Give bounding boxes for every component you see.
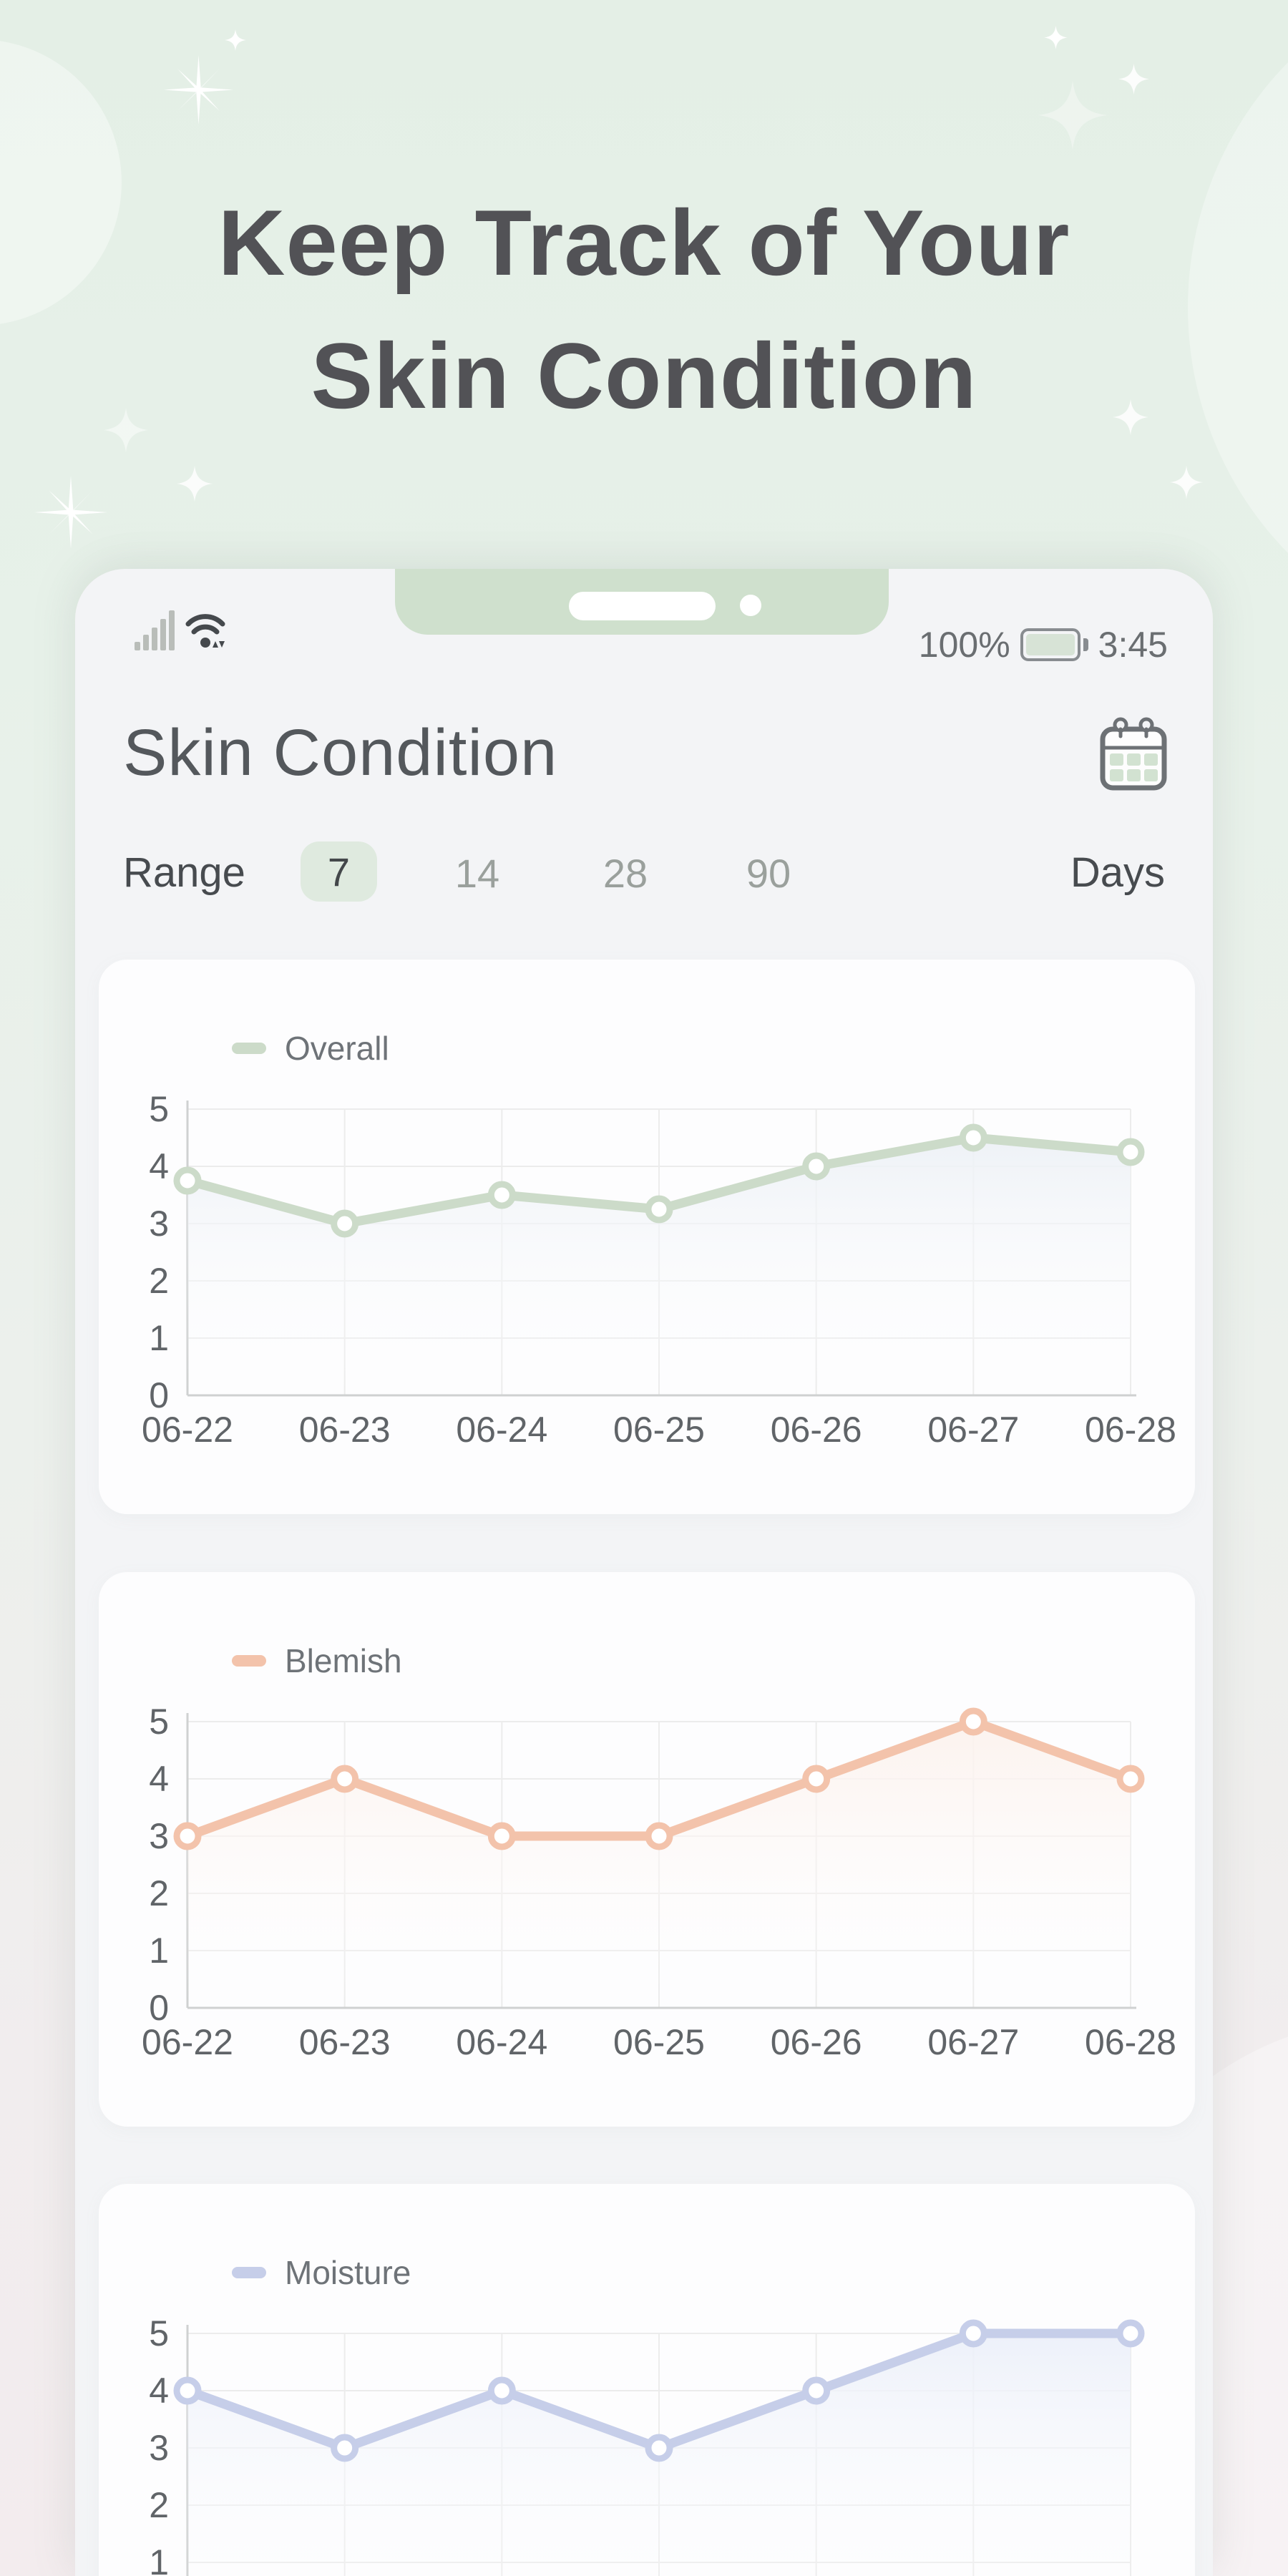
battery-percent: 100% [918,625,1010,665]
svg-text:5: 5 [149,1702,169,1742]
legend-label: Blemish [285,1642,402,1679]
svg-text:06-26: 06-26 [771,1410,862,1450]
legend: Blemish [232,1642,402,1679]
svg-text:06-25: 06-25 [613,2022,705,2062]
svg-text:06-24: 06-24 [456,2022,547,2062]
legend-dash-icon [232,1043,266,1054]
range-option-90[interactable]: 90 [746,851,791,896]
range-label: Range [123,849,245,896]
blemish-line-chart: 0 1 2 3 4 5 06-22 06-23 06-24 06-25 06-26 06-27 06-2… [142,1702,1176,2062]
svg-text:4: 4 [149,2371,169,2411]
legend: Overall [232,1030,389,1067]
svg-text:06-22: 06-22 [142,1410,233,1450]
status-time: 3:45 [1098,625,1168,665]
sparkle-icon [1037,81,1108,150]
sparkle-icon [162,55,235,125]
chart-card-moisture: Moisture 01234506-2206-2306-2406-2506-26… [99,2184,1195,2576]
calendar-icon[interactable] [1099,715,1168,792]
legend-label: Overall [285,1030,389,1067]
svg-text:3: 3 [149,1204,169,1244]
status-right-cluster: 100% 3:45 [919,625,1168,665]
range-option-14[interactable]: 14 [454,851,500,896]
svg-text:4: 4 [149,1759,169,1799]
chart-card-blemish: Blemish 0 1 2 3 4 5 06-22 06-23 06-24 06-25 06-26 0… [99,1572,1195,2127]
svg-text:2: 2 [149,1261,169,1301]
speaker-pill [569,592,716,620]
svg-text:3: 3 [149,2428,169,2468]
svg-text:06-25: 06-25 [613,1410,705,1450]
camera-dot [740,595,761,616]
battery-nub [1083,638,1088,651]
svg-text:5: 5 [149,1089,169,1129]
sparkle-icon [177,465,213,502]
svg-text:06-26: 06-26 [771,2022,862,2062]
phone-frame: 100% 3:45 Skin Condition [75,569,1213,2576]
svg-text:3: 3 [149,1816,169,1856]
svg-text:1: 1 [149,1931,169,1971]
page-title-line2: Skin Condition [311,323,977,428]
signal-bars-icon [135,610,175,650]
svg-text:06-28: 06-28 [1085,2022,1176,2062]
range-selector: Range 7 14 28 90 Days [75,837,1213,909]
days-label: Days [1070,849,1165,896]
svg-text:06-22: 06-22 [142,2022,233,2062]
range-option-7-selected[interactable]: 7 [301,841,377,902]
legend-dash-icon [232,2267,266,2278]
svg-text:06-23: 06-23 [299,2022,391,2062]
app-title: Skin Condition [123,716,558,789]
svg-text:06-28: 06-28 [1085,1410,1176,1450]
svg-text:0: 0 [149,1375,169,1415]
sparkle-icon [1169,466,1204,499]
page-title: Keep Track of Your Skin Condition [0,176,1288,442]
moisture-line-chart: 01234506-2206-2306-2406-2506-2606-2706-2… [149,2313,1145,2576]
legend-dash-icon [232,1655,266,1667]
range-option-28[interactable]: 28 [602,851,648,896]
svg-text:1: 1 [149,2542,169,2576]
legend-label: Moisture [285,2254,411,2291]
overall-line-chart: 0 1 2 3 4 5 06-22 06-23 06-24 06-25 06-26 06-27 06-2… [142,1089,1176,1450]
svg-text:4: 4 [149,1146,169,1186]
legend: Moisture [232,2254,411,2291]
sparkle-icon [1118,64,1150,94]
page-title-line1: Keep Track of Your [218,190,1070,295]
svg-text:06-23: 06-23 [299,1410,391,1450]
svg-text:5: 5 [149,2313,169,2353]
svg-text:0: 0 [149,1988,169,2028]
svg-text:06-24: 06-24 [456,1410,547,1450]
sparkle-icon [34,476,107,549]
svg-text:06-27: 06-27 [927,2022,1019,2062]
svg-text:2: 2 [149,2485,169,2525]
sparkle-icon [225,27,246,53]
phone-notch [395,569,889,635]
sparkle-icon [1043,26,1068,49]
battery-icon [1020,628,1080,661]
svg-text:06-27: 06-27 [927,1410,1019,1450]
app-header: Skin Condition [123,712,1168,794]
chart-card-overall: Overall 0 1 2 3 4 5 06-22 06-23 06-24 06-25 06-26 0… [99,960,1195,1514]
svg-text:1: 1 [149,1318,169,1358]
wifi-icon [185,614,225,648]
svg-text:2: 2 [149,1873,169,1913]
